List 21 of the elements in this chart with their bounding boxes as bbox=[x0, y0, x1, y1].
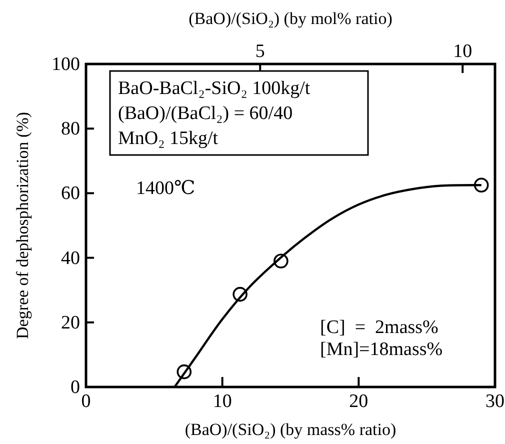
point bbox=[474, 178, 489, 193]
y-tick-label: 80 bbox=[61, 118, 80, 140]
y-tick-label: 0 bbox=[70, 377, 80, 398]
annotation: (BaO)/(BaCl₂) = 60/40 bbox=[118, 103, 293, 124]
x-tick-label: 20 bbox=[349, 391, 368, 412]
annotation: 1400℃ bbox=[136, 178, 196, 199]
x-tick-label: 10 bbox=[212, 391, 232, 412]
y-tick-label: 20 bbox=[61, 312, 80, 334]
x2-tick-label: 5 bbox=[255, 41, 265, 62]
annotation: [C] = 2mass% bbox=[320, 317, 439, 338]
annotation: MnO₂ 15kg/t bbox=[118, 128, 219, 149]
annotation: [Mn]=18mass% bbox=[320, 339, 443, 360]
y-tick-label: 100 bbox=[52, 54, 80, 75]
y-tick-label: 40 bbox=[61, 248, 80, 269]
y-axis-title: Degree of dephosphorization (%) bbox=[13, 112, 32, 340]
x2-axis-title: (BaO)/(SiO₂) (by mol% ratio) bbox=[188, 9, 392, 28]
x-tick-label: 30 bbox=[486, 391, 504, 412]
annotation: BaO-BaCl₂-SiO₂ 100kg/t bbox=[118, 78, 311, 99]
x2-tick-label: 10 bbox=[453, 41, 472, 62]
y-tick-label: 60 bbox=[61, 183, 80, 204]
x-axis-title: (BaO)/(SiO₂) (by mass% ratio) bbox=[184, 420, 396, 439]
